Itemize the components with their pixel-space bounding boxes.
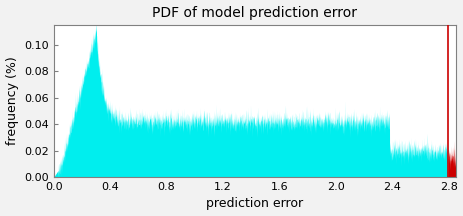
X-axis label: prediction error: prediction error	[206, 197, 303, 210]
Title: PDF of model prediction error: PDF of model prediction error	[152, 6, 357, 20]
Y-axis label: frequency (%): frequency (%)	[6, 57, 19, 145]
